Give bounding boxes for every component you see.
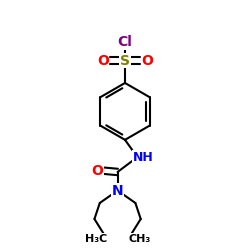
- Text: Cl: Cl: [118, 35, 132, 49]
- Text: CH₃: CH₃: [128, 234, 150, 244]
- Text: H₃C: H₃C: [85, 234, 107, 244]
- Text: O: O: [97, 54, 109, 68]
- Text: N: N: [112, 184, 124, 198]
- Text: NH: NH: [132, 151, 153, 164]
- Text: S: S: [120, 54, 130, 68]
- Text: O: O: [141, 54, 153, 68]
- Text: O: O: [91, 164, 103, 178]
